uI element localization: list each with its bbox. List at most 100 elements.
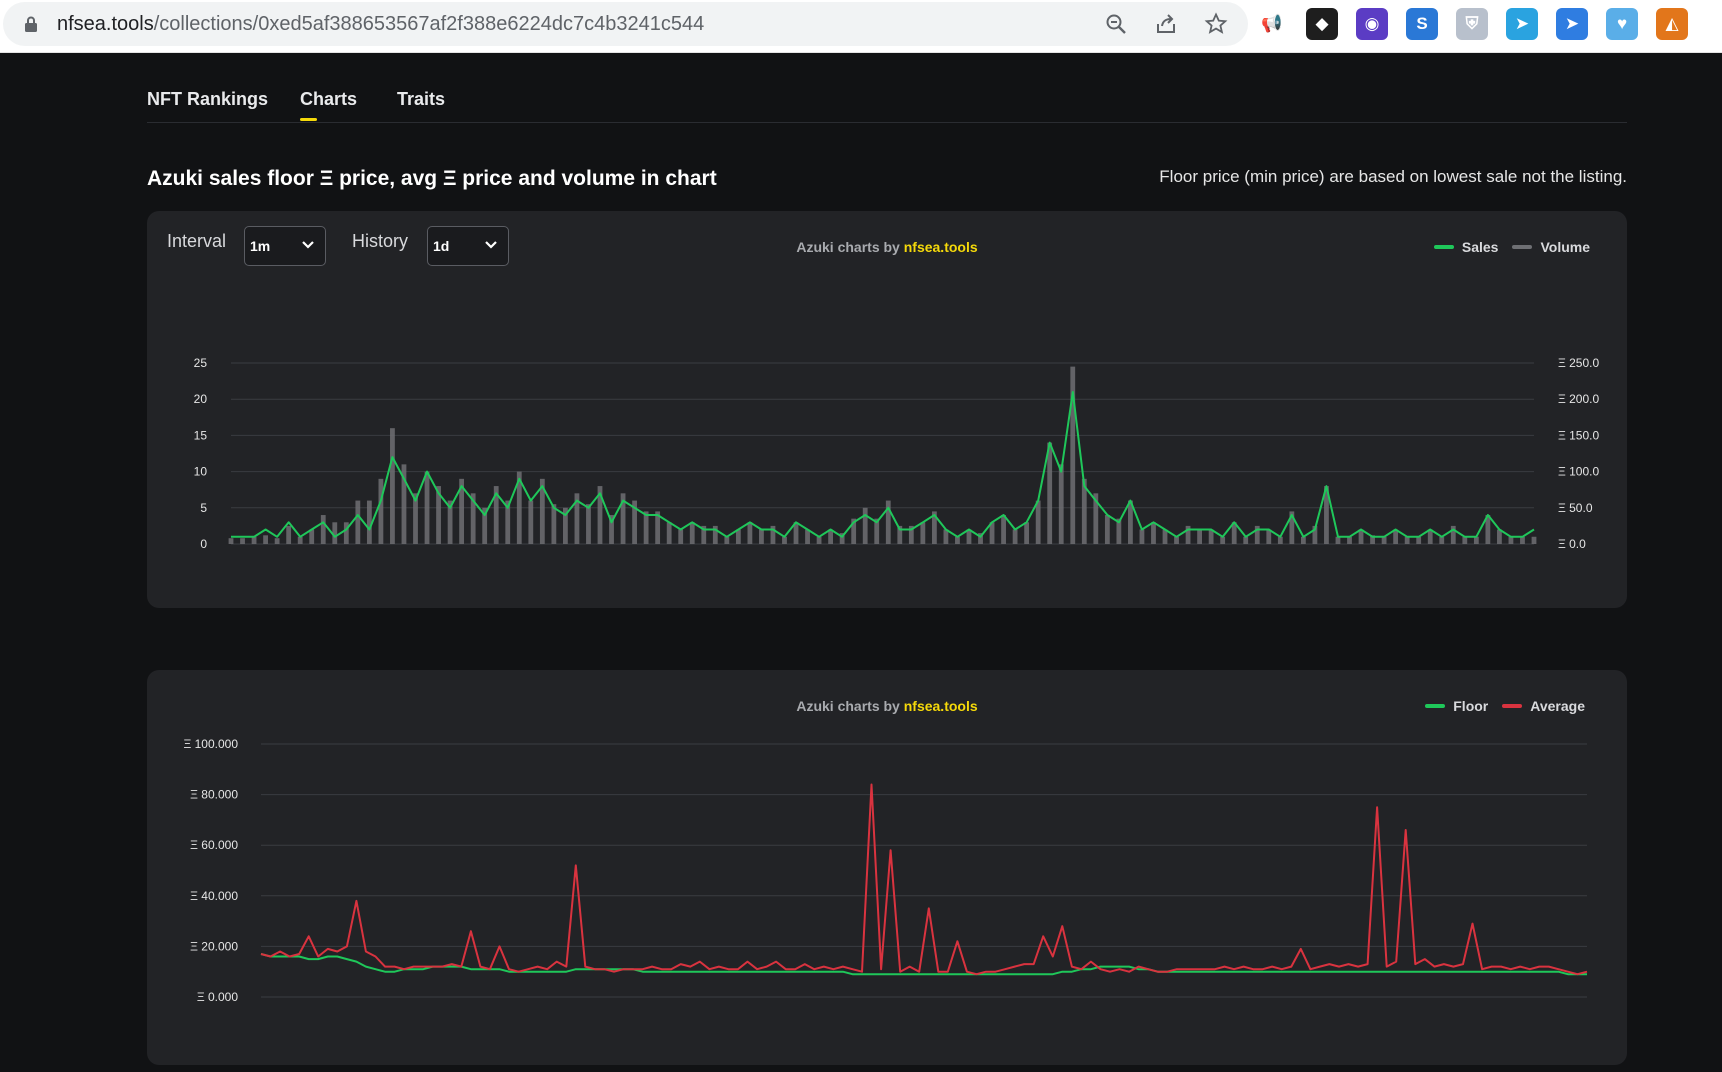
volume-bar	[1151, 522, 1156, 544]
volume-bar	[931, 511, 937, 544]
zoom-icon[interactable]	[1104, 12, 1128, 36]
volume-bar	[539, 478, 545, 544]
volume-bar	[286, 525, 292, 544]
volume-bar	[851, 518, 857, 544]
volume-bar	[1231, 522, 1237, 544]
volume-bar	[1254, 525, 1260, 544]
volume-bar	[1081, 478, 1087, 544]
s-extension-icon[interactable]: S	[1406, 8, 1438, 40]
legend-item-volume[interactable]: Volume	[1512, 239, 1590, 255]
volume-bar	[1381, 536, 1387, 544]
legend-item-sales[interactable]: Sales	[1433, 239, 1498, 255]
volume-bar	[1012, 529, 1018, 544]
volume-bar	[1208, 529, 1214, 544]
volume-bar	[1104, 515, 1110, 544]
volume-bar	[1485, 515, 1491, 544]
chart-legend: Sales Volume	[1433, 239, 1590, 255]
floor-line	[260, 953, 1587, 976]
browser-toolbar: nfsea.tools/collections/0xed5af388653567…	[0, 0, 1722, 53]
volume-bar	[1439, 536, 1445, 544]
volume-bar	[1404, 536, 1410, 544]
volume-bar	[920, 522, 926, 544]
volume-bar	[747, 522, 753, 544]
tab-nft-rankings[interactable]: NFT Rankings	[147, 89, 269, 109]
volume-bar	[1266, 529, 1272, 544]
interval-select[interactable]: 1m	[244, 226, 326, 266]
volume-bar	[908, 525, 914, 544]
volume-bar	[1070, 366, 1076, 544]
volume-bar	[978, 533, 983, 544]
volume-bar	[551, 504, 557, 544]
volume-bar	[493, 486, 499, 544]
volume-bar	[712, 525, 718, 544]
volume-bar	[263, 535, 268, 544]
volume-bar	[1497, 529, 1502, 544]
volume-bar	[805, 529, 810, 544]
volume-bar	[1139, 529, 1145, 544]
volume-bar	[470, 493, 476, 544]
volume-bar	[609, 515, 614, 544]
nfsea-link[interactable]: nfsea.tools	[903, 239, 978, 255]
share-icon[interactable]	[1154, 12, 1178, 36]
address-bar[interactable]: nfsea.tools/collections/0xed5af388653567…	[3, 2, 1248, 46]
volume-bar	[424, 471, 430, 544]
volume-bar	[1001, 515, 1006, 544]
floor-average-chart: Ξ 0.000 Ξ 20.000 Ξ 40.000 Ξ 60.000 Ξ 80.000 Ξ…	[183, 737, 1588, 1004]
sales-line	[231, 391, 1535, 538]
legend-item-average[interactable]: Average	[1502, 698, 1585, 714]
volume-bar	[1462, 536, 1468, 544]
nfsea-link[interactable]: nfsea.tools	[903, 698, 978, 714]
volume-bar	[897, 525, 903, 544]
volume-bar	[701, 525, 707, 544]
volume-bar	[516, 471, 522, 544]
history-select[interactable]: 1d	[427, 226, 509, 266]
volume-bar	[1093, 493, 1099, 544]
page-title: Azuki sales floor Ξ price, avg Ξ price a…	[147, 167, 717, 190]
volume-bar	[1174, 536, 1179, 544]
volume-bar	[1520, 536, 1525, 544]
metamask-extension-icon[interactable]: ◭	[1656, 8, 1688, 40]
chat-extension-icon[interactable]: ◉	[1356, 8, 1388, 40]
volume-bar	[1370, 535, 1375, 544]
y-tick-label: Ξ 60.000	[190, 838, 238, 852]
volume-bar	[689, 522, 695, 544]
bookmark-star-icon[interactable]	[1204, 12, 1228, 36]
history-value: 1d	[433, 238, 450, 254]
volume-bar	[343, 522, 349, 544]
y-tick-label: Ξ 80.000	[190, 788, 238, 802]
volume-bar	[390, 428, 395, 544]
megaphone-extension-icon[interactable]: 📢	[1256, 8, 1288, 40]
volume-bar	[1335, 536, 1341, 544]
url-path: /collections/0xed5af388653567af2f388e622…	[153, 13, 705, 35]
volume-bar	[1243, 536, 1249, 544]
tab-charts[interactable]: Charts	[300, 89, 358, 121]
volume-bar	[782, 536, 787, 544]
volume-bar	[1035, 500, 1041, 544]
volume-bar	[274, 538, 280, 544]
volume-bar	[1162, 529, 1168, 544]
volume-bar	[1185, 525, 1191, 544]
send-extension-icon[interactable]: ➤	[1556, 8, 1588, 40]
volume-bar	[332, 522, 338, 544]
volume-bar	[378, 478, 384, 544]
volume-bar	[505, 500, 511, 544]
legend-item-floor[interactable]: Floor	[1425, 698, 1488, 714]
volume-bar	[1289, 511, 1295, 544]
url-host: nfsea.tools	[57, 13, 154, 35]
volume-bar	[678, 529, 684, 544]
binance-extension-icon[interactable]: ◆	[1306, 8, 1338, 40]
volume-bar	[1047, 442, 1053, 544]
volume-bar	[793, 522, 799, 544]
y-tick-label: 20	[194, 392, 208, 406]
tab-traits[interactable]: Traits	[397, 89, 446, 109]
lock-icon[interactable]	[24, 16, 38, 32]
chart-credit: Azuki charts by nfsea.tools	[796, 239, 978, 255]
chevron-down-icon	[302, 241, 314, 249]
volume-bar	[1116, 518, 1122, 544]
url-text[interactable]: nfsea.tools/collections/0xed5af388653567…	[57, 13, 704, 36]
bird-extension-icon[interactable]: ♥	[1606, 8, 1638, 40]
volume-bar	[1197, 529, 1203, 544]
telegram-extension-icon[interactable]: ➤	[1506, 8, 1538, 40]
shield-extension-icon[interactable]: ⛨	[1456, 8, 1488, 40]
volume-bar	[1024, 522, 1030, 544]
